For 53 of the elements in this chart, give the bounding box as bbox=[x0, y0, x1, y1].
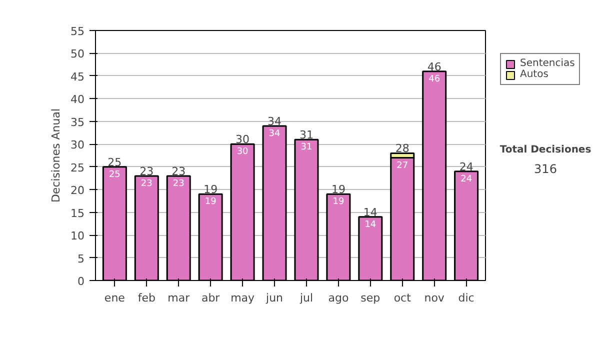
total-label: 23 bbox=[172, 164, 186, 178]
total-label: 14 bbox=[363, 206, 378, 219]
y-tick-label: 40 bbox=[70, 93, 85, 106]
y-tick-label: 5 bbox=[78, 252, 84, 266]
data-label: 46 bbox=[428, 74, 440, 84]
total-label: 23 bbox=[140, 164, 154, 178]
total-label: 24 bbox=[459, 160, 474, 174]
y-tick-label: 35 bbox=[70, 116, 85, 129]
x-tick-label: dic bbox=[458, 292, 474, 304]
x-tick-label: mar bbox=[168, 292, 190, 304]
data-label: 30 bbox=[236, 147, 249, 158]
y-axis-title: Decisiones Anual bbox=[50, 108, 63, 203]
data-label: 19 bbox=[204, 197, 217, 208]
x-tick-label: oct bbox=[394, 292, 412, 304]
data-label: 14 bbox=[364, 220, 376, 230]
total-label: 25 bbox=[108, 156, 122, 169]
x-tick-label: abr bbox=[201, 292, 220, 304]
total-label: 34 bbox=[268, 114, 282, 128]
legend-label: Autos bbox=[520, 69, 548, 80]
data-label: 25 bbox=[108, 170, 120, 180]
total-label: 31 bbox=[299, 128, 314, 142]
y-tick-label: 45 bbox=[70, 70, 85, 84]
total-label: 19 bbox=[204, 183, 218, 196]
data-label: 27 bbox=[396, 160, 408, 171]
text: 316 bbox=[534, 162, 557, 176]
data-label: 19 bbox=[332, 197, 344, 208]
total-label: 46 bbox=[427, 60, 442, 74]
data-label: 31 bbox=[300, 142, 312, 153]
x-tick-label: jun bbox=[265, 292, 284, 304]
y-tick-label: 55 bbox=[70, 25, 85, 38]
y-tick-label: 25 bbox=[70, 161, 85, 174]
y-tick-label: 10 bbox=[70, 230, 85, 243]
data-label: 23 bbox=[140, 178, 152, 189]
y-tick-label: 15 bbox=[70, 206, 85, 220]
data-label: 23 bbox=[172, 178, 184, 189]
legend-label: Sentencias bbox=[520, 58, 575, 69]
y-tick-label: 30 bbox=[70, 138, 85, 152]
y-tick-label: 50 bbox=[70, 48, 85, 61]
x-tick-label: ene bbox=[104, 292, 126, 304]
total-label: 28 bbox=[395, 142, 410, 156]
total-label: 30 bbox=[236, 133, 250, 146]
x-tick-label: nov bbox=[424, 292, 445, 304]
text: Total Decisiones bbox=[500, 144, 592, 156]
x-tick-label: ago bbox=[328, 292, 349, 304]
x-tick-label: feb bbox=[138, 292, 156, 304]
y-tick-label: 0 bbox=[78, 275, 84, 288]
x-tick-label: sep bbox=[360, 292, 380, 304]
data-label: 24 bbox=[460, 174, 472, 184]
data-label: 34 bbox=[268, 128, 281, 139]
total-label: 19 bbox=[331, 183, 346, 196]
x-tick-label: may bbox=[230, 292, 256, 304]
y-tick-label: 20 bbox=[70, 184, 85, 198]
x-tick-label: jul bbox=[298, 292, 314, 304]
